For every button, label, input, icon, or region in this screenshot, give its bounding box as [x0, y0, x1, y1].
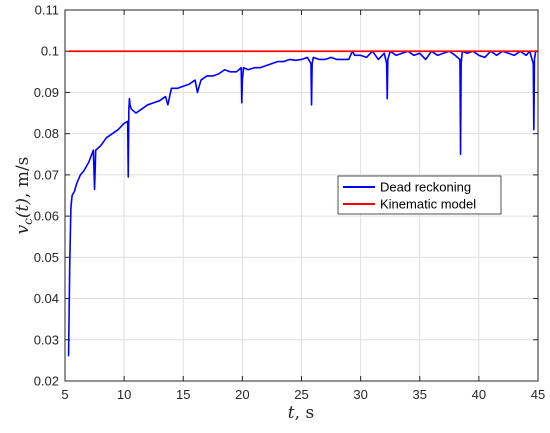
legend-box	[337, 175, 502, 215]
x-tick-label: 45	[531, 387, 545, 402]
y-tick-label: 0.05	[34, 250, 59, 265]
x-tick-label: 20	[235, 387, 249, 402]
y-tick-label: 0.02	[34, 374, 59, 389]
y-tick-label: 0.07	[34, 167, 59, 182]
y-tick-label: 0.11	[35, 3, 59, 18]
axes-box	[64, 9, 539, 382]
series-lines	[67, 50, 538, 357]
y-tick-label: 0.06	[34, 209, 59, 224]
x-tick-label: 5	[61, 387, 68, 402]
y-tick-label: 0.08	[34, 126, 59, 141]
y-tick-label: 0.03	[34, 332, 59, 347]
legend-label-kinematic-model: Kinematic model	[380, 197, 476, 212]
series-line-dead-reckoning	[67, 50, 538, 357]
x-tick-label: 25	[294, 387, 308, 402]
ticks: 5 10 15 20 25 30 35 40 45 0.02 0.03 0.04 0.05 0.06 0.0…	[34, 3, 546, 403]
x-tick-label: 35	[413, 387, 427, 402]
x-tick-label: 10	[117, 387, 131, 402]
x-tick-label: 40	[472, 387, 486, 402]
x-axis-label: t, s	[288, 403, 314, 423]
y-axis-label: vc(t), m/s	[13, 157, 35, 235]
y-tick-label: 0.09	[34, 85, 59, 100]
y-tick-label: 0.1	[41, 44, 59, 59]
x-tick-label: 15	[176, 387, 190, 402]
legend: Dead reckoning Kinematic model	[337, 175, 502, 215]
legend-label-dead-reckoning: Dead reckoning	[380, 180, 471, 195]
y-tick-label: 0.04	[34, 291, 59, 306]
x-tick-label: 30	[353, 387, 367, 402]
